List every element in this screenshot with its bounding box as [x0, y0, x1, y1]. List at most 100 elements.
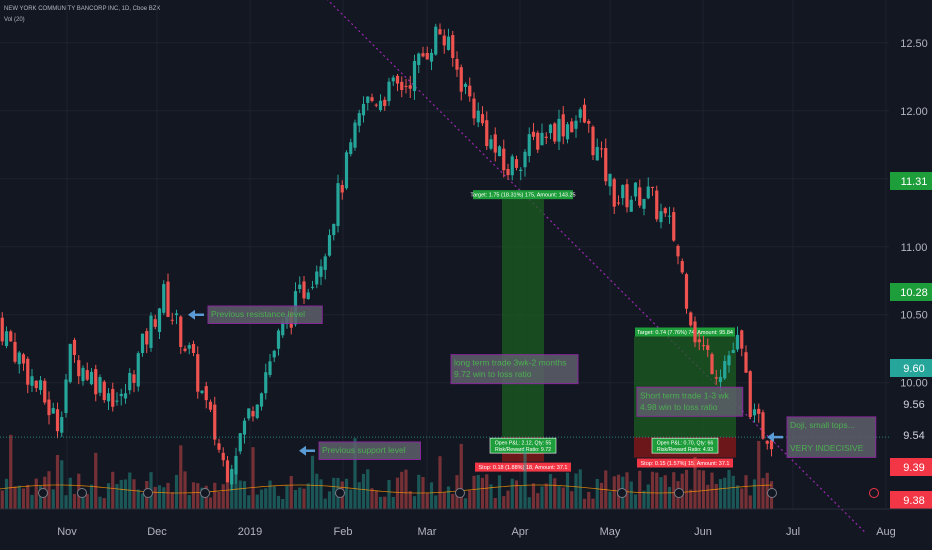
candle[interactable]	[459, 64, 463, 101]
candle[interactable]	[608, 173, 612, 196]
candle[interactable]	[361, 96, 366, 123]
candle[interactable]	[357, 109, 361, 133]
candle[interactable]	[765, 440, 769, 450]
candle[interactable]	[540, 123, 544, 146]
candle[interactable]	[162, 280, 166, 315]
candle[interactable]	[179, 315, 183, 354]
candle[interactable]	[404, 79, 408, 94]
candle[interactable]	[714, 369, 718, 385]
candle[interactable]	[472, 92, 476, 126]
candle[interactable]	[370, 93, 374, 103]
candle[interactable]	[225, 455, 230, 483]
candle[interactable]	[676, 244, 680, 265]
candle[interactable]	[693, 316, 697, 348]
volume-indicator-label[interactable]: Vol (20)	[4, 17, 25, 23]
event-marker-icon[interactable]	[617, 488, 627, 498]
candle[interactable]	[55, 402, 60, 439]
candle[interactable]	[47, 391, 51, 425]
candle[interactable]	[30, 369, 34, 392]
candle[interactable]	[667, 206, 672, 224]
candle[interactable]	[344, 150, 349, 190]
candle[interactable]	[13, 332, 17, 364]
candle[interactable]	[349, 138, 353, 157]
candle[interactable]	[735, 326, 740, 352]
candle[interactable]	[196, 346, 200, 399]
candle[interactable]	[387, 77, 391, 106]
candle[interactable]	[157, 307, 162, 340]
candle[interactable]	[769, 437, 774, 457]
candlesticks[interactable]	[0, 23, 774, 491]
candle[interactable]	[429, 48, 434, 71]
candle[interactable]	[638, 179, 642, 208]
candle[interactable]	[502, 139, 506, 178]
candle[interactable]	[208, 399, 213, 413]
candle[interactable]	[298, 276, 302, 293]
candle[interactable]	[680, 258, 684, 275]
candle[interactable]	[650, 186, 655, 196]
candle[interactable]	[128, 368, 132, 395]
candle[interactable]	[510, 154, 514, 181]
candle[interactable]	[684, 272, 689, 314]
candle[interactable]	[340, 180, 344, 200]
annotation-short-term[interactable]: Short term trade 1-3 wk 4.98 win to loss …	[636, 386, 744, 417]
candle[interactable]	[442, 29, 446, 54]
candle[interactable]	[480, 106, 485, 127]
candle[interactable]	[625, 179, 629, 213]
candle[interactable]	[425, 46, 429, 60]
candle[interactable]	[574, 115, 578, 138]
candle[interactable]	[77, 355, 81, 385]
candle[interactable]	[204, 381, 208, 409]
candle[interactable]	[587, 119, 591, 133]
candle[interactable]	[315, 265, 319, 289]
candle[interactable]	[136, 351, 140, 392]
candle[interactable]	[242, 417, 247, 444]
candle[interactable]	[616, 195, 621, 206]
annotation-doji[interactable]: Doji, small tops... VERY INDECISIVE	[767, 416, 877, 458]
event-marker-icon[interactable]	[455, 488, 465, 498]
candle[interactable]	[276, 328, 281, 356]
candle[interactable]	[374, 103, 378, 108]
candle[interactable]	[383, 96, 387, 111]
candle[interactable]	[145, 328, 149, 354]
candle[interactable]	[557, 109, 561, 151]
annotation-resistance[interactable]: Previous resistance level	[188, 305, 323, 324]
candle[interactable]	[553, 122, 557, 145]
candle[interactable]	[310, 280, 315, 290]
candle[interactable]	[548, 123, 553, 140]
candle[interactable]	[701, 335, 706, 351]
candle[interactable]	[723, 355, 727, 381]
candle[interactable]	[353, 119, 357, 151]
candle[interactable]	[85, 362, 89, 382]
trendline[interactable]	[220, 0, 866, 533]
candle[interactable]	[64, 373, 68, 418]
event-marker-icon[interactable]	[38, 488, 48, 498]
candle[interactable]	[421, 46, 425, 58]
candle[interactable]	[451, 30, 455, 67]
candle[interactable]	[200, 389, 204, 395]
candle[interactable]	[268, 353, 272, 378]
candle[interactable]	[51, 402, 55, 414]
candle[interactable]	[21, 352, 26, 371]
candle[interactable]	[748, 370, 752, 420]
candle[interactable]	[476, 102, 480, 128]
candle[interactable]	[38, 375, 43, 395]
candle[interactable]	[761, 409, 765, 440]
candle[interactable]	[9, 329, 13, 342]
candle[interactable]	[332, 223, 336, 241]
candle[interactable]	[485, 111, 489, 150]
candle[interactable]	[166, 273, 170, 318]
candle[interactable]	[170, 312, 174, 325]
candle[interactable]	[740, 329, 744, 357]
candle[interactable]	[582, 98, 587, 124]
candle[interactable]	[81, 365, 85, 386]
candle[interactable]	[463, 82, 468, 95]
candle[interactable]	[17, 350, 21, 374]
candle[interactable]	[323, 253, 327, 280]
candle[interactable]	[115, 392, 119, 406]
candle[interactable]	[174, 309, 179, 325]
candle[interactable]	[98, 374, 102, 397]
candle[interactable]	[497, 145, 502, 157]
candle[interactable]	[43, 378, 47, 405]
